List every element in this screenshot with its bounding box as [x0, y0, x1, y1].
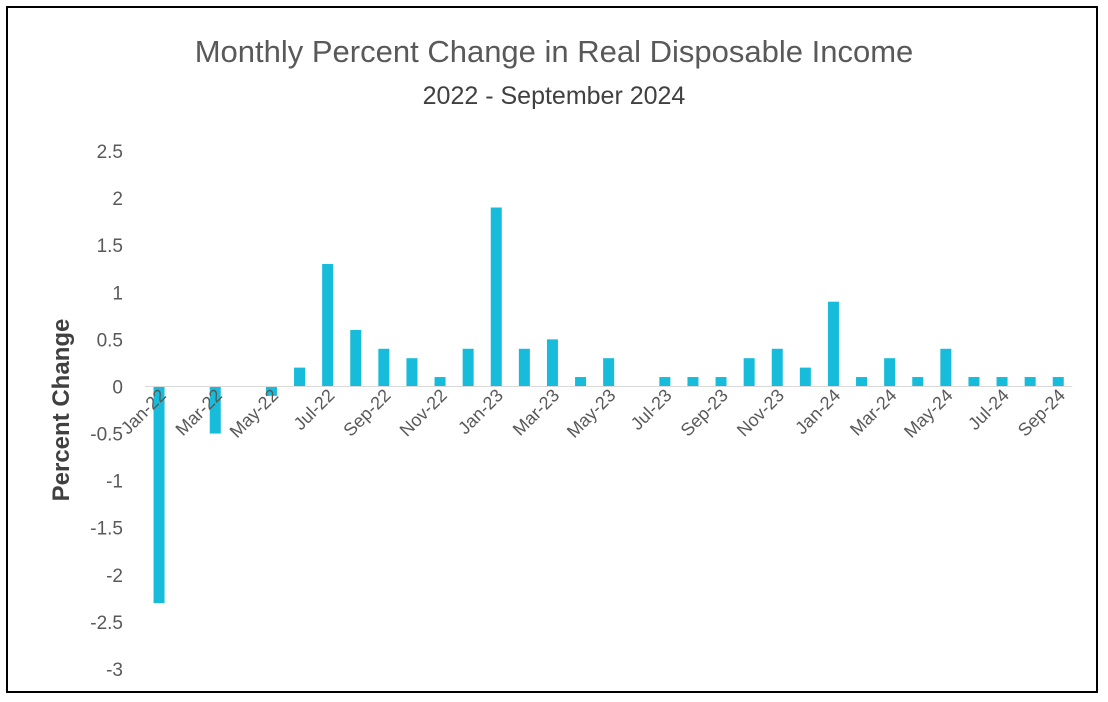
x-tick-label: Sep-24	[1014, 385, 1069, 440]
y-tick-label: 2	[112, 189, 123, 210]
y-tick-label: 2.5	[97, 142, 123, 163]
y-tick-label: -1	[106, 472, 123, 493]
x-tick-label: Jan-23	[454, 385, 507, 438]
bar	[378, 348, 390, 387]
x-tick-label: May-22	[226, 385, 283, 442]
bar	[996, 377, 1008, 387]
bar	[490, 207, 502, 387]
bar	[715, 377, 727, 387]
bar	[434, 377, 446, 387]
y-tick-label: -0.5	[90, 425, 123, 446]
x-tick-label: Jul-22	[290, 385, 339, 434]
y-tick-label: 1	[112, 283, 123, 304]
bar	[350, 329, 362, 387]
y-tick-label: -2.5	[90, 613, 123, 634]
bar	[322, 264, 334, 387]
x-tick-label: Nov-23	[733, 385, 788, 440]
y-tick-label: 1.5	[97, 236, 123, 257]
bar	[799, 367, 811, 387]
y-tick-label: 0	[112, 377, 123, 398]
y-tick-label: -2	[106, 566, 123, 587]
x-tick-label: May-23	[563, 385, 620, 442]
bar	[659, 377, 671, 387]
y-axis-label: Percent Change	[48, 319, 75, 502]
bar	[827, 301, 839, 387]
bar	[968, 377, 980, 387]
y-tick-label: 0.5	[97, 330, 123, 351]
bar	[940, 348, 952, 387]
bar	[884, 358, 896, 387]
bar	[406, 358, 418, 387]
x-tick-label: Jul-24	[964, 385, 1013, 434]
chart-subtitle: 2022 - September 2024	[422, 82, 686, 110]
bar	[771, 348, 783, 387]
x-tick-label: Mar-24	[846, 385, 900, 439]
bar	[575, 377, 587, 387]
bar	[265, 386, 277, 396]
bar	[546, 339, 558, 387]
chart-title: Monthly Percent Change in Real Disposabl…	[194, 34, 914, 69]
bar	[743, 358, 755, 387]
bars	[153, 207, 1064, 604]
x-tick-label: May-24	[900, 385, 957, 442]
x-tick-label: Mar-23	[509, 385, 563, 439]
x-axis-ticks: Jan-22 Mar-22 May-22 Jul-22 Sep-22 Nov-22 Jan-…	[117, 385, 1069, 442]
bar	[294, 367, 306, 387]
y-axis-ticks: 2.5 2 1.5 1 0.5 0 -0.5 -1 -1.5 -2 -2.5 -3	[90, 142, 123, 681]
bar	[209, 386, 221, 434]
bar	[912, 377, 924, 387]
bar	[153, 386, 165, 604]
bar	[1024, 377, 1036, 387]
x-tick-label: Sep-22	[339, 385, 394, 440]
x-tick-label: Sep-23	[677, 385, 732, 440]
y-tick-label: -3	[106, 660, 123, 681]
bar	[1052, 377, 1064, 387]
bar	[687, 377, 699, 387]
bar	[856, 377, 868, 387]
x-tick-label: Jul-23	[627, 385, 676, 434]
bar	[518, 348, 530, 387]
bar	[462, 348, 474, 387]
x-tick-label: Nov-22	[396, 385, 451, 440]
x-tick-label: Jan-24	[791, 385, 844, 438]
y-tick-label: -1.5	[90, 519, 123, 540]
bar	[603, 358, 615, 387]
